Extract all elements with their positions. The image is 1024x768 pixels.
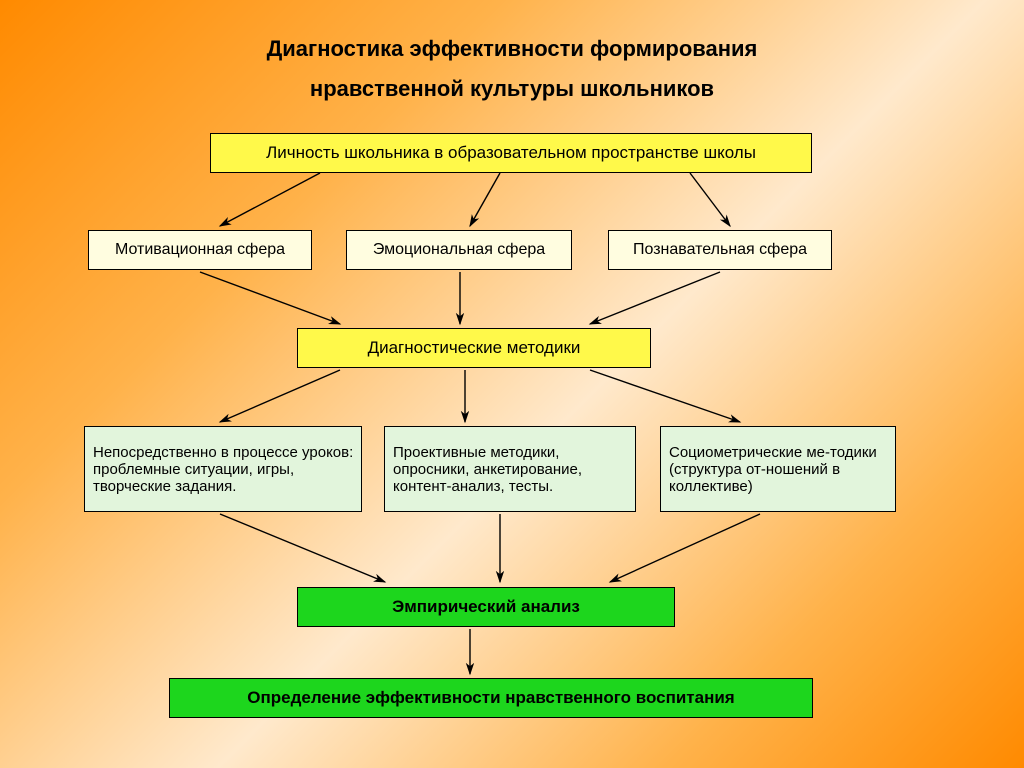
box-diagnostic-methods: Диагностические методики [297, 328, 651, 368]
box-emotional-sphere: Эмоциональная сфера [346, 230, 572, 270]
box-personality: Личность школьника в образовательном про… [210, 133, 812, 173]
title-line-2: нравственной культуры школьников [0, 76, 1024, 102]
title-line-1: Диагностика эффективности формирования [0, 36, 1024, 62]
box-motivational-sphere: Мотивационная сфера [88, 230, 312, 270]
box-empirical-analysis: Эмпирический анализ [297, 587, 675, 627]
box-method-projective: Проективные методики, опросники, анкетир… [384, 426, 636, 512]
box-method-lessons: Непосредственно в процессе уроков: пробл… [84, 426, 362, 512]
box-method-sociometric: Социометрические ме-тодики (структура от… [660, 426, 896, 512]
flow-arrows [0, 0, 1024, 768]
box-cognitive-sphere: Познавательная сфера [608, 230, 832, 270]
box-effectiveness-definition: Определение эффективности нравственного … [169, 678, 813, 718]
